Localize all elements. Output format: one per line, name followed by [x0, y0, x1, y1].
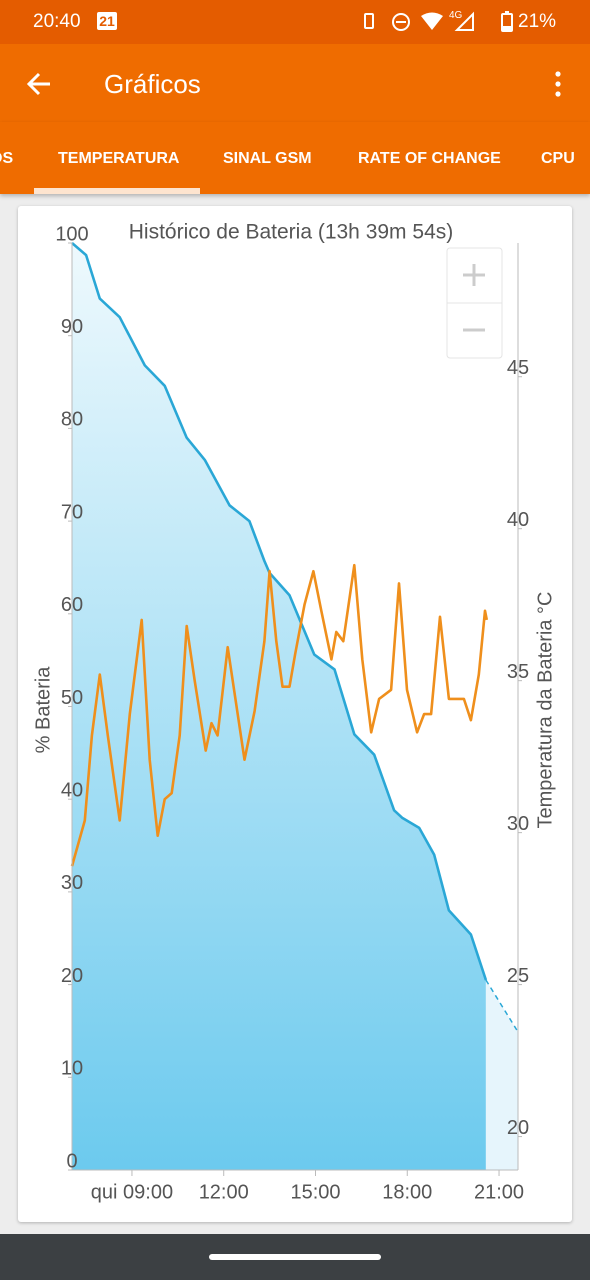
- home-handle[interactable]: [209, 1254, 381, 1260]
- app-title: Gráficos: [104, 69, 201, 99]
- chart-title: Histórico de Bateria (13h 39m 54s): [129, 221, 454, 244]
- y2-axis-title: Temperatura da Bateria °C: [534, 591, 556, 828]
- tab[interactable]: OS: [0, 150, 14, 167]
- status-icons: [364, 11, 474, 31]
- tab[interactable]: TEMPERATURA: [58, 150, 180, 167]
- calendar-icon: 21: [97, 12, 117, 30]
- y-axis-title: % Bateria: [32, 666, 54, 754]
- battery-level: 21%: [518, 11, 557, 32]
- y-tick-label: 90: [61, 316, 83, 338]
- zoom-in-button[interactable]: [463, 264, 485, 286]
- tab-indicator: [34, 188, 200, 194]
- menu-button[interactable]: [550, 70, 566, 98]
- y-tick-label: 30: [61, 872, 83, 894]
- y-tick-label: 60: [61, 594, 83, 616]
- x-tick-label: 15:00: [290, 1181, 340, 1203]
- signal-icon: [454, 11, 474, 31]
- y-tick-label: 10: [61, 1058, 83, 1080]
- tab-bar: OS TEMPERATURA SINAL GSM RATE OF CHANGE …: [0, 122, 590, 194]
- y2-tick-label: 20: [507, 1117, 529, 1139]
- x-tick-label: 21:00: [474, 1181, 524, 1203]
- x-tick-label: qui 09:00: [91, 1181, 173, 1203]
- app-bar: Gráficos: [0, 44, 590, 122]
- y-tick-label: 40: [61, 779, 83, 801]
- y-tick-label: 0: [66, 1150, 77, 1172]
- battery-icon: [501, 11, 513, 32]
- status-bar: 20:40 21 4G 21%: [0, 0, 590, 44]
- zoom-controls[interactable]: [446, 247, 503, 359]
- line: [70, 563, 489, 867]
- y-tick-label: 20: [61, 965, 83, 987]
- line: [485, 979, 518, 1031]
- line: [71, 242, 488, 981]
- tab[interactable]: SINAL GSM: [223, 150, 312, 167]
- area: [72, 243, 486, 1170]
- y2-tick-label: 30: [507, 813, 529, 835]
- tab[interactable]: RATE OF CHANGE: [358, 150, 501, 167]
- y2-tick-label: 25: [507, 965, 529, 987]
- chart: Histórico de Bateria (13h 39m 54s) % Bat…: [32, 221, 556, 1204]
- dnd-icon: [392, 13, 410, 31]
- y-tick-label: 50: [61, 687, 83, 709]
- y-tick-label: 70: [61, 501, 83, 523]
- x-tick-label: 12:00: [199, 1181, 249, 1203]
- clock: 20:40: [33, 11, 81, 32]
- wifi-icon: [421, 12, 443, 30]
- y2-tick-label: 40: [507, 509, 529, 531]
- projection-band: [485, 980, 518, 1170]
- navigation-bar: [0, 1234, 590, 1280]
- y2-tick-label: 35: [507, 661, 529, 683]
- x-tick-label: 18:00: [382, 1181, 432, 1203]
- network-type: 4G: [449, 10, 463, 21]
- vibrate-icon: [364, 13, 374, 29]
- y-tick-label: 100: [55, 223, 88, 245]
- tab[interactable]: CPU: [541, 150, 575, 167]
- y-tick-label: 80: [61, 409, 83, 431]
- back-button[interactable]: [26, 70, 54, 98]
- y2-tick-label: 45: [507, 357, 529, 379]
